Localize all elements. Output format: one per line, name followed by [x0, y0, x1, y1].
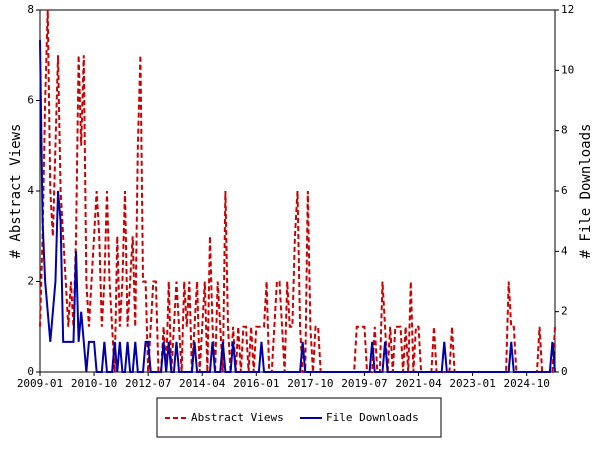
legend	[156, 397, 442, 438]
legend-label: Abstract Views	[191, 411, 284, 424]
legend-label: File Downloads	[326, 411, 419, 424]
y2-tick-label: 4	[561, 244, 568, 257]
y2-tick-label: 8	[561, 124, 568, 137]
x-tick-label: 2017-10	[287, 377, 333, 390]
y-tick-label: 4	[27, 184, 34, 197]
y-tick-label: 2	[27, 275, 34, 288]
x-tick-label: 2021-04	[395, 377, 442, 390]
y-tick-label: 6	[27, 94, 34, 107]
y2-tick-label: 0	[561, 365, 568, 378]
y2-tick-label: 2	[561, 305, 568, 318]
x-tick-label: 2016-01	[233, 377, 279, 390]
series-line	[39, 9, 556, 373]
y2-tick-label: 10	[561, 63, 574, 76]
series-line	[39, 40, 556, 373]
y2-tick-label: 12	[561, 3, 574, 16]
x-tick-label: 2019-07	[341, 377, 387, 390]
x-tick-label: 2014-04	[179, 377, 226, 390]
y-tick-label: 8	[27, 3, 34, 16]
x-tick-label: 2010-10	[71, 377, 117, 390]
y2-axis-label: # File Downloads	[578, 124, 594, 259]
x-tick-label: 2024-10	[503, 377, 549, 390]
x-tick-label: 2009-01	[17, 377, 63, 390]
y2-tick-label: 6	[561, 184, 568, 197]
y-axis-label: # Abstract Views	[8, 124, 24, 259]
y-tick-label: 0	[27, 365, 34, 378]
x-tick-label: 2023-01	[449, 377, 495, 390]
x-tick-label: 2012-07	[125, 377, 171, 390]
